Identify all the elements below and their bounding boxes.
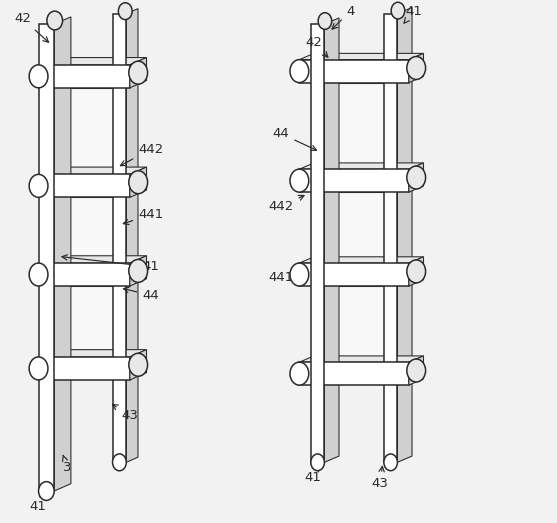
Text: 43: 43 bbox=[113, 404, 138, 422]
FancyBboxPatch shape bbox=[299, 362, 409, 385]
Polygon shape bbox=[299, 257, 423, 263]
Text: 41: 41 bbox=[404, 5, 423, 23]
Ellipse shape bbox=[129, 61, 148, 84]
Ellipse shape bbox=[318, 13, 332, 29]
Polygon shape bbox=[130, 350, 146, 380]
FancyBboxPatch shape bbox=[40, 197, 113, 263]
Polygon shape bbox=[409, 163, 423, 192]
Ellipse shape bbox=[407, 56, 426, 79]
Text: 43: 43 bbox=[372, 467, 389, 490]
Polygon shape bbox=[126, 8, 138, 462]
Polygon shape bbox=[54, 17, 71, 491]
Ellipse shape bbox=[407, 166, 426, 189]
Text: 41: 41 bbox=[62, 255, 159, 273]
Polygon shape bbox=[409, 53, 423, 83]
Ellipse shape bbox=[384, 454, 398, 471]
Polygon shape bbox=[38, 350, 146, 357]
Polygon shape bbox=[40, 195, 120, 197]
Polygon shape bbox=[130, 58, 146, 88]
Text: 42: 42 bbox=[306, 36, 328, 57]
Polygon shape bbox=[312, 80, 391, 83]
FancyBboxPatch shape bbox=[38, 24, 54, 491]
Polygon shape bbox=[299, 163, 423, 169]
Ellipse shape bbox=[47, 11, 62, 30]
Ellipse shape bbox=[290, 263, 309, 286]
Ellipse shape bbox=[290, 169, 309, 192]
Text: 41: 41 bbox=[304, 466, 321, 484]
Ellipse shape bbox=[29, 65, 48, 88]
FancyBboxPatch shape bbox=[312, 192, 385, 263]
Ellipse shape bbox=[407, 359, 426, 382]
Text: 441: 441 bbox=[123, 208, 163, 224]
Ellipse shape bbox=[129, 170, 148, 194]
Polygon shape bbox=[38, 167, 146, 174]
FancyBboxPatch shape bbox=[38, 263, 130, 286]
Polygon shape bbox=[38, 58, 146, 65]
FancyBboxPatch shape bbox=[312, 83, 385, 169]
Polygon shape bbox=[38, 256, 146, 263]
FancyBboxPatch shape bbox=[38, 174, 130, 197]
Ellipse shape bbox=[113, 454, 126, 471]
Ellipse shape bbox=[29, 174, 48, 197]
Polygon shape bbox=[324, 18, 339, 462]
FancyBboxPatch shape bbox=[311, 24, 324, 462]
Polygon shape bbox=[130, 167, 146, 197]
Text: 4: 4 bbox=[332, 5, 355, 29]
FancyBboxPatch shape bbox=[40, 286, 113, 357]
FancyBboxPatch shape bbox=[40, 88, 113, 174]
FancyBboxPatch shape bbox=[299, 263, 409, 286]
Polygon shape bbox=[299, 53, 423, 60]
FancyBboxPatch shape bbox=[299, 169, 409, 192]
Ellipse shape bbox=[29, 357, 48, 380]
FancyBboxPatch shape bbox=[38, 357, 130, 380]
FancyBboxPatch shape bbox=[384, 14, 398, 462]
Ellipse shape bbox=[129, 354, 148, 376]
Ellipse shape bbox=[311, 454, 324, 471]
Ellipse shape bbox=[290, 60, 309, 83]
Polygon shape bbox=[409, 356, 423, 385]
Polygon shape bbox=[130, 256, 146, 286]
Ellipse shape bbox=[391, 2, 405, 19]
Ellipse shape bbox=[119, 3, 132, 20]
Polygon shape bbox=[398, 7, 412, 462]
Ellipse shape bbox=[290, 362, 309, 385]
Text: 42: 42 bbox=[14, 13, 48, 42]
Polygon shape bbox=[312, 190, 391, 192]
Polygon shape bbox=[312, 283, 391, 286]
Text: 41: 41 bbox=[29, 494, 46, 513]
Ellipse shape bbox=[129, 259, 148, 282]
FancyBboxPatch shape bbox=[38, 65, 130, 88]
Text: 442: 442 bbox=[268, 196, 304, 213]
Polygon shape bbox=[409, 257, 423, 286]
FancyBboxPatch shape bbox=[113, 14, 126, 462]
Text: 441: 441 bbox=[268, 270, 304, 283]
Ellipse shape bbox=[38, 482, 54, 501]
FancyBboxPatch shape bbox=[312, 286, 385, 362]
Polygon shape bbox=[40, 283, 120, 286]
Text: 442: 442 bbox=[120, 143, 163, 166]
Ellipse shape bbox=[407, 260, 426, 283]
Text: 44: 44 bbox=[273, 127, 316, 151]
Text: 44: 44 bbox=[124, 287, 159, 302]
Ellipse shape bbox=[29, 263, 48, 286]
Text: 3: 3 bbox=[62, 456, 71, 474]
Polygon shape bbox=[40, 85, 120, 88]
FancyBboxPatch shape bbox=[299, 60, 409, 83]
Polygon shape bbox=[299, 356, 423, 362]
